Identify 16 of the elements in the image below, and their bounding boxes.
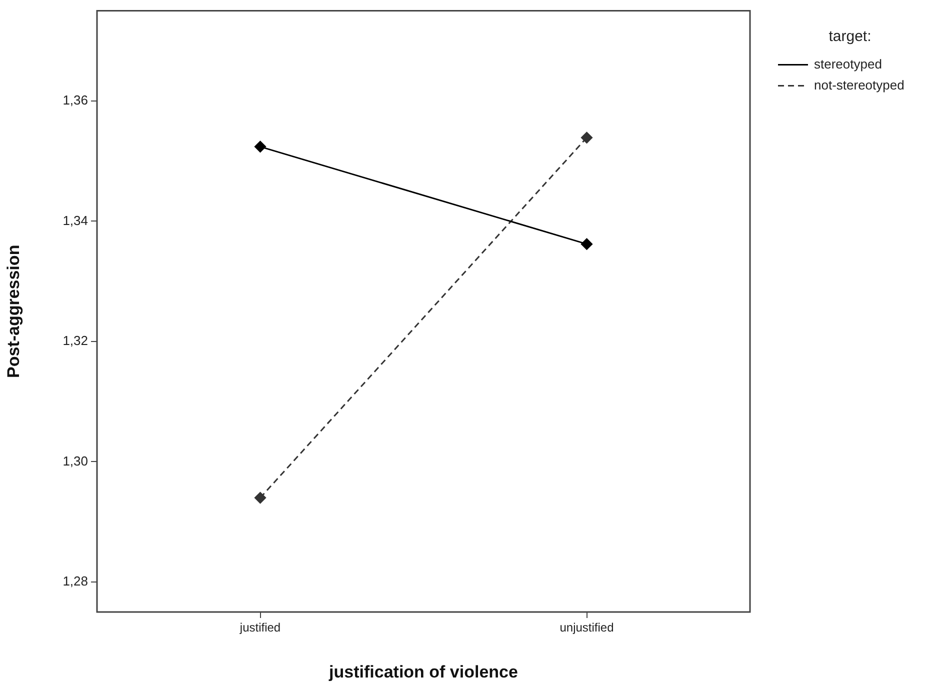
y-tick-label: 1,36 xyxy=(62,92,88,108)
y-tick-label: 1,28 xyxy=(62,574,88,589)
y-tick-label: 1,34 xyxy=(62,212,88,228)
y-tick-label: 1,32 xyxy=(62,333,88,348)
point xyxy=(581,132,592,144)
y-tick-label: 1,30 xyxy=(62,453,88,468)
point xyxy=(581,238,592,250)
legend-title: target: xyxy=(828,28,872,45)
legend-label: not-stereotyped xyxy=(814,77,904,92)
point xyxy=(254,140,266,152)
x-tick-label: unjustified xyxy=(560,620,614,635)
x-tick-label: justified xyxy=(238,620,281,635)
point xyxy=(254,492,266,504)
legend-label: stereotyped xyxy=(814,56,882,72)
x-axis-title: justification of violence xyxy=(328,662,518,682)
y-axis-title: Post-aggression xyxy=(4,244,23,378)
